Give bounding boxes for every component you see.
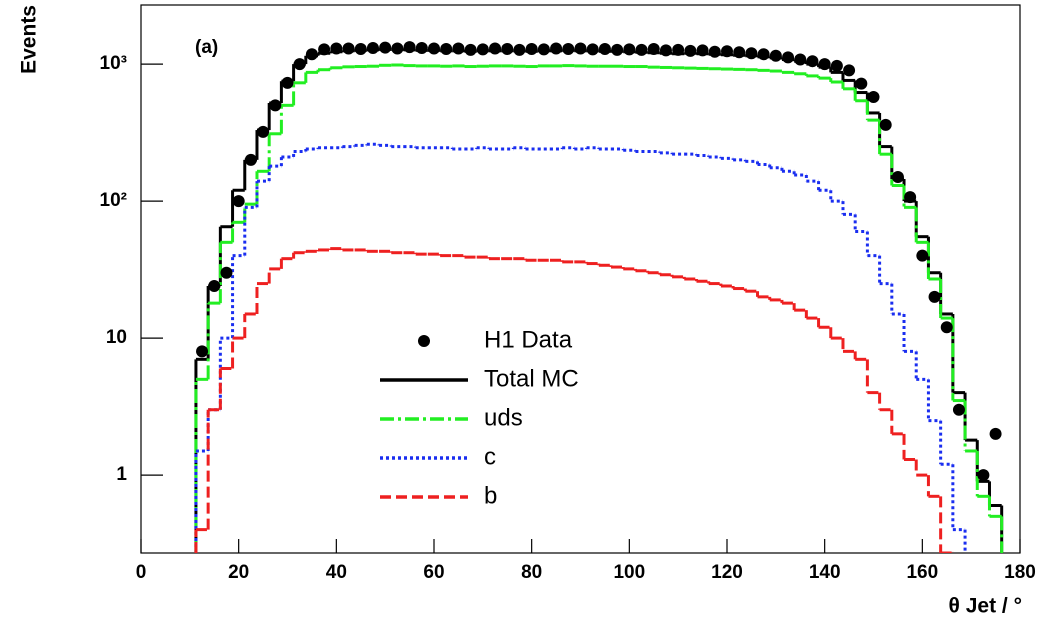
data-point bbox=[879, 118, 892, 131]
y-tick-label: 10 bbox=[106, 327, 127, 348]
x-tick-label: 160 bbox=[906, 562, 938, 583]
data-point bbox=[794, 53, 807, 66]
data-point bbox=[928, 290, 941, 303]
data-point bbox=[989, 427, 1002, 440]
data-point bbox=[428, 42, 440, 55]
data-point bbox=[940, 321, 953, 334]
data-point bbox=[830, 59, 843, 72]
data-point bbox=[415, 42, 428, 55]
data-point bbox=[440, 42, 453, 55]
data-point bbox=[257, 125, 270, 138]
data-point bbox=[757, 48, 770, 61]
legend-label: b bbox=[484, 482, 497, 509]
data-point bbox=[647, 42, 660, 55]
data-point bbox=[904, 191, 917, 204]
data-point bbox=[525, 42, 538, 55]
x-tick-label: 180 bbox=[1004, 562, 1036, 583]
y-tick-label: 10³ bbox=[100, 53, 127, 74]
data-point bbox=[464, 43, 477, 56]
y-tick-label: 1 bbox=[116, 464, 127, 485]
data-point bbox=[806, 55, 819, 68]
data-point bbox=[867, 91, 880, 104]
data-point bbox=[782, 51, 795, 64]
legend-marker bbox=[418, 335, 430, 347]
data-point bbox=[537, 43, 550, 56]
data-point bbox=[330, 42, 343, 55]
data-point bbox=[354, 42, 367, 55]
data-point bbox=[379, 41, 392, 54]
x-tick-label: 0 bbox=[136, 562, 147, 583]
data-point bbox=[318, 43, 331, 56]
data-point bbox=[611, 43, 624, 56]
data-point bbox=[232, 195, 245, 208]
data-point bbox=[293, 58, 306, 71]
data-point bbox=[342, 42, 355, 55]
data-point bbox=[366, 42, 379, 55]
y-tick-label: 10² bbox=[100, 190, 127, 211]
data-point bbox=[244, 153, 257, 166]
data-point bbox=[818, 58, 831, 71]
data-point bbox=[550, 42, 563, 55]
data-point bbox=[696, 44, 709, 57]
data-point bbox=[635, 43, 648, 56]
data-point bbox=[769, 49, 782, 62]
data-point bbox=[403, 41, 416, 54]
data-point bbox=[843, 64, 856, 77]
data-point bbox=[721, 45, 733, 58]
data-point bbox=[916, 249, 929, 262]
data-point bbox=[708, 45, 721, 58]
data-point bbox=[977, 469, 990, 482]
x-tick-label: 120 bbox=[711, 562, 743, 583]
x-tick-label: 140 bbox=[809, 562, 841, 583]
x-tick-label: 100 bbox=[613, 562, 645, 583]
data-point bbox=[733, 46, 746, 59]
data-point bbox=[220, 266, 233, 279]
data-point bbox=[489, 42, 502, 55]
plot-area bbox=[194, 41, 1004, 553]
data-point bbox=[586, 43, 599, 56]
data-point bbox=[281, 76, 294, 89]
x-tick-label: 60 bbox=[423, 562, 444, 583]
data-point bbox=[476, 43, 489, 56]
y-axis-title: Events bbox=[18, 5, 41, 74]
data-point bbox=[305, 48, 318, 61]
data-point bbox=[684, 44, 697, 57]
data-point bbox=[672, 43, 685, 56]
data-point bbox=[659, 44, 672, 57]
data-point bbox=[196, 345, 209, 358]
x-tick-label: 20 bbox=[228, 562, 249, 583]
plot-frame bbox=[140, 4, 1021, 554]
data-point bbox=[574, 42, 587, 55]
data-point bbox=[208, 280, 221, 293]
x-axis-title: θ Jet / ° bbox=[949, 595, 1022, 618]
data-point bbox=[513, 43, 526, 56]
legend-label: H1 Data bbox=[484, 326, 573, 353]
data-point bbox=[501, 42, 514, 55]
data-point bbox=[452, 42, 465, 55]
legend-label: Total MC bbox=[484, 365, 579, 392]
data-point bbox=[952, 403, 965, 416]
data-point bbox=[269, 99, 282, 112]
x-tick-label: 40 bbox=[326, 562, 347, 583]
annotation: (a) bbox=[195, 37, 218, 58]
data-point bbox=[391, 42, 404, 55]
legend-label: c bbox=[484, 443, 496, 470]
data-point bbox=[562, 42, 575, 55]
legend-label: uds bbox=[484, 404, 523, 431]
x-tick-label: 80 bbox=[521, 562, 542, 583]
data-point bbox=[745, 47, 758, 60]
data-point bbox=[623, 43, 636, 56]
data-point bbox=[891, 170, 904, 183]
data-point bbox=[855, 77, 868, 90]
data-point bbox=[598, 42, 611, 55]
